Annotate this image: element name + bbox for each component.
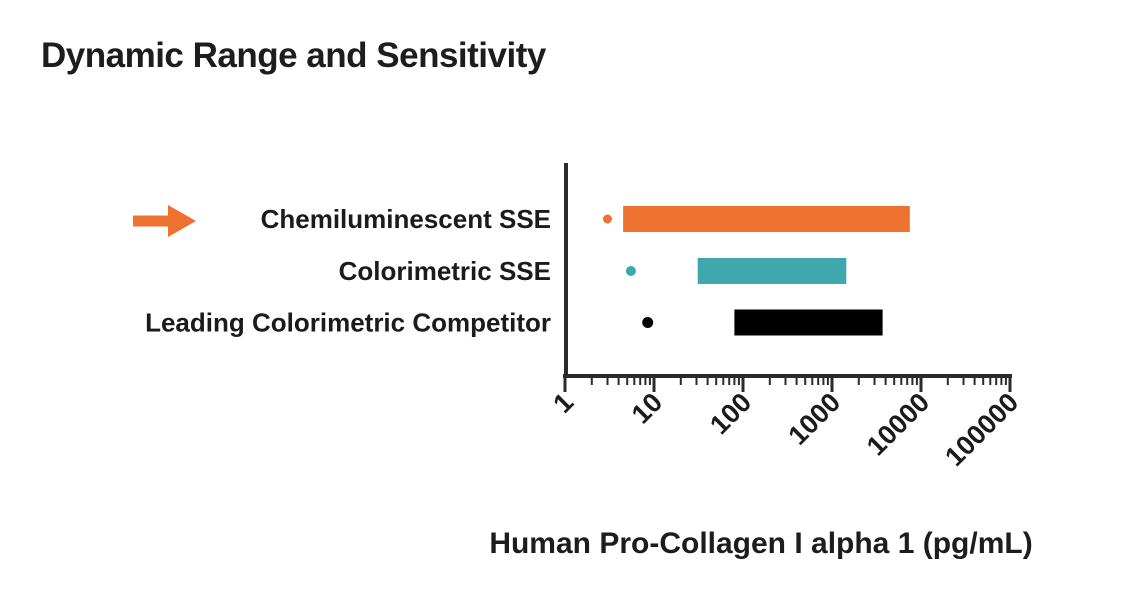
x-tick-label: 100000 bbox=[939, 387, 1024, 472]
x-tick-label: 100 bbox=[704, 387, 757, 440]
x-tick-label: 1 bbox=[547, 387, 579, 419]
range-bar-2 bbox=[734, 309, 883, 336]
category-label-2: Leading Colorimetric Competitor bbox=[145, 308, 551, 338]
sensitivity-dot-0 bbox=[603, 214, 612, 224]
chart-title: Dynamic Range and Sensitivity bbox=[41, 36, 546, 75]
range-bar-0 bbox=[623, 206, 910, 232]
x-tick-label: 1000 bbox=[783, 387, 847, 451]
category-label-0: Chemiluminescent SSE bbox=[261, 204, 551, 234]
highlight-arrow-icon bbox=[133, 205, 196, 237]
x-axis-title: Human Pro-Collagen I alpha 1 (pg/mL) bbox=[489, 527, 1033, 560]
sensitivity-dot-1 bbox=[625, 266, 636, 276]
category-label-1: Colorimetric SSE bbox=[339, 256, 551, 286]
x-tick-label: 10000 bbox=[861, 387, 935, 461]
range-bar-1 bbox=[697, 258, 847, 284]
sensitivity-dot-2 bbox=[642, 317, 654, 328]
x-tick-label: 10 bbox=[626, 387, 668, 429]
